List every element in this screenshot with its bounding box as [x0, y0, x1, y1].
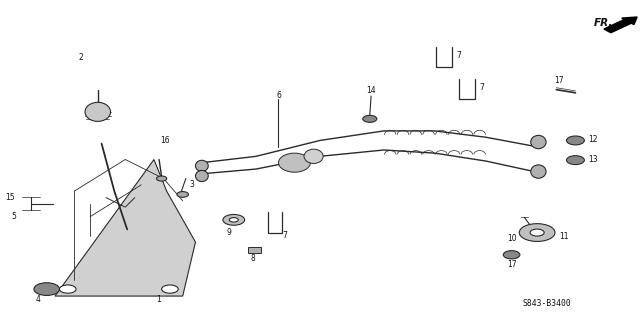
Ellipse shape: [304, 149, 323, 163]
Text: 14: 14: [366, 86, 376, 95]
Text: 5: 5: [12, 212, 17, 221]
Circle shape: [566, 156, 584, 165]
Text: 7: 7: [457, 51, 461, 60]
Text: 7: 7: [282, 231, 287, 240]
Ellipse shape: [531, 165, 546, 178]
Circle shape: [34, 283, 60, 295]
Text: 1: 1: [157, 295, 161, 304]
Text: FR.: FR.: [593, 18, 612, 28]
Circle shape: [177, 192, 188, 197]
Text: S843-B3400: S843-B3400: [522, 299, 571, 308]
Text: 12: 12: [588, 135, 598, 144]
Circle shape: [519, 224, 555, 241]
Text: 16: 16: [161, 136, 170, 145]
Text: 13: 13: [588, 155, 598, 164]
Ellipse shape: [531, 135, 546, 149]
Text: 2: 2: [78, 53, 83, 62]
Ellipse shape: [85, 102, 111, 122]
Circle shape: [223, 214, 244, 225]
Text: 17: 17: [507, 260, 516, 269]
Circle shape: [566, 136, 584, 145]
Circle shape: [503, 251, 520, 259]
Text: 9: 9: [227, 228, 232, 237]
Circle shape: [157, 176, 167, 181]
Text: 8: 8: [251, 254, 255, 263]
Circle shape: [162, 285, 178, 293]
Text: 11: 11: [559, 232, 568, 241]
Text: 4: 4: [35, 295, 40, 304]
Text: 7: 7: [479, 83, 484, 92]
Text: 3: 3: [190, 181, 195, 189]
Circle shape: [60, 285, 76, 293]
Ellipse shape: [278, 153, 310, 172]
Circle shape: [229, 218, 238, 222]
Text: 15: 15: [5, 193, 15, 202]
Circle shape: [363, 115, 377, 122]
Text: 17: 17: [555, 76, 564, 85]
FancyArrow shape: [604, 17, 637, 33]
Text: 6: 6: [276, 92, 281, 100]
Polygon shape: [55, 160, 195, 296]
Ellipse shape: [195, 160, 208, 171]
Text: 10: 10: [507, 234, 516, 243]
Ellipse shape: [195, 170, 208, 182]
Circle shape: [530, 229, 544, 236]
FancyBboxPatch shape: [248, 248, 261, 253]
